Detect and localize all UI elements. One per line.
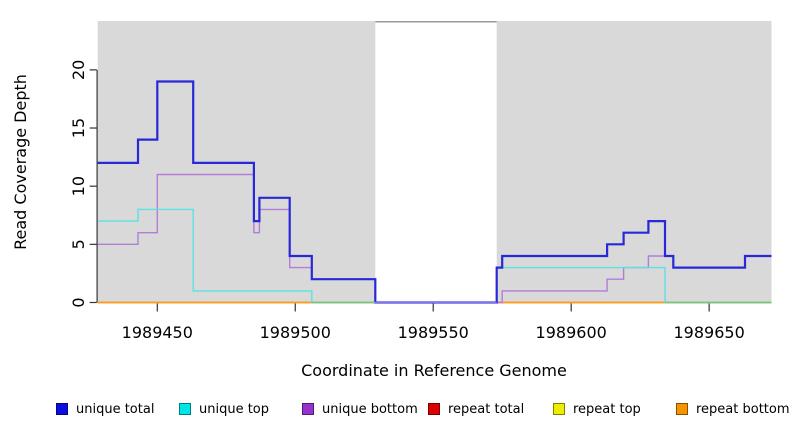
legend-swatch-repeat-top — [553, 403, 565, 415]
legend-item-repeat-total: repeat total — [428, 401, 524, 417]
axes: 1989450 1989500 1989550 1989600 1989650 0 5 10 1… — [69, 60, 745, 342]
legend-swatch-repeat-total — [428, 403, 440, 415]
y-tick-label: 0 — [69, 297, 88, 307]
x-tick-label: 1989650 — [674, 323, 745, 342]
x-tick-label: 1989500 — [260, 323, 331, 342]
x-axis-title: Coordinate in Reference Genome — [301, 361, 567, 380]
y-axis-title: Read Coverage Depth — [11, 74, 30, 250]
x-tick-label: 1989600 — [536, 323, 607, 342]
gap-band — [375, 21, 497, 303]
series-unique-top — [97, 208, 772, 304]
legend-item-repeat-top: repeat top — [553, 401, 641, 417]
x-tick-label: 1989450 — [122, 323, 193, 342]
legend-item-unique-bottom: unique bottom — [302, 401, 418, 417]
legend-swatch-unique-top — [179, 403, 191, 415]
plot-panel — [97, 21, 772, 303]
legend-label: repeat top — [573, 401, 641, 417]
legend-swatch-unique-bottom — [302, 403, 314, 415]
legend-item-unique-total: unique total — [56, 401, 154, 417]
x-tick-label: 1989550 — [398, 323, 469, 342]
legend-label: unique top — [199, 401, 270, 417]
legend: unique total unique top unique bottom re… — [0, 401, 792, 421]
legend-item-repeat-bottom: repeat bottom — [676, 401, 790, 417]
y-tick-label: 5 — [69, 239, 88, 249]
legend-label: unique bottom — [322, 401, 418, 417]
legend-item-unique-top: unique top — [179, 401, 269, 417]
y-tick-label: 10 — [69, 176, 88, 196]
y-tick-label: 15 — [69, 118, 88, 138]
legend-label: unique total — [76, 401, 155, 417]
legend-label: repeat total — [448, 401, 525, 417]
legend-swatch-repeat-bottom — [676, 403, 688, 415]
legend-label: repeat bottom — [696, 401, 790, 417]
legend-swatch-unique-total — [56, 403, 68, 415]
y-tick-label: 20 — [69, 60, 88, 80]
